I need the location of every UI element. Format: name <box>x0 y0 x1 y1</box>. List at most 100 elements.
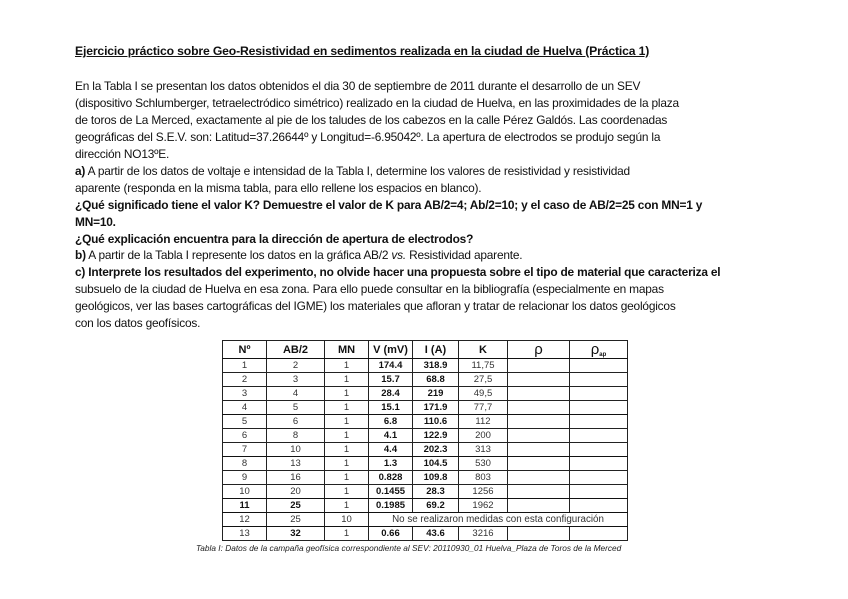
table-cell: 1 <box>324 470 369 485</box>
table-cell <box>569 498 628 513</box>
table-cell <box>569 526 628 541</box>
column-header: I (A) <box>412 340 459 359</box>
column-header-label: ρ <box>534 341 543 358</box>
table-cell: 202.3 <box>412 442 459 457</box>
table-cell: 20 <box>266 484 325 499</box>
column-header-label: V (mV) <box>373 343 408 356</box>
table-cell <box>507 400 570 415</box>
table-cell <box>507 386 570 401</box>
table-cell: 109.8 <box>412 470 459 485</box>
table-cell: 1 <box>324 484 369 499</box>
table-cell: 10 <box>266 442 325 457</box>
table-cell: 2 <box>266 358 325 373</box>
column-header: K <box>458 340 508 359</box>
table-cell: 530 <box>458 456 508 471</box>
table-cell <box>507 498 570 513</box>
table-cell: 1256 <box>458 484 508 499</box>
table-row: 1 2 1 174.4 318.9 11,75 <box>222 358 628 373</box>
column-header-label: MN <box>337 343 356 356</box>
table-cell: 1.3 <box>368 456 413 471</box>
table-cell: 1 <box>222 358 267 373</box>
text-segment: subsuelo de la ciudad de Huelva en esa z… <box>75 282 664 296</box>
table-cell: 10 <box>324 512 369 527</box>
table-cell: 43.6 <box>412 526 459 541</box>
table-cell: 32 <box>266 526 325 541</box>
table-cell <box>569 372 628 387</box>
table-cell: 171.9 <box>412 400 459 415</box>
table-cell: 1 <box>324 372 369 387</box>
table-cell: 13 <box>266 456 325 471</box>
table-cell: 3 <box>222 386 267 401</box>
column-header-label: Nº <box>238 343 251 356</box>
text-line: geológicos, ver las bases cartográficas … <box>75 299 676 313</box>
column-header-label: K <box>479 343 487 356</box>
table-cell: 16 <box>266 470 325 485</box>
text-line: subsuelo de la ciudad de Huelva en esa z… <box>75 282 664 296</box>
table-row: 9 16 1 0.828 109.8 803 <box>222 470 628 485</box>
text-line: (dispositivo Schlumberger, tetraelectród… <box>75 96 679 110</box>
table-cell: 13 <box>222 526 267 541</box>
text-segment: ¿Qué explicación encuentra para la direc… <box>75 232 474 246</box>
table-cell: 68.8 <box>412 372 459 387</box>
text-line: ¿Qué explicación encuentra para la direc… <box>75 232 473 246</box>
table-cell: 12 <box>222 512 267 527</box>
table-cell <box>507 470 570 485</box>
table-cell <box>569 470 628 485</box>
column-header: AB/2 <box>266 340 325 359</box>
text-line: geográficas del S.E.V. son: Latitud=37.2… <box>75 130 660 144</box>
table-cell: 6 <box>266 414 325 429</box>
text-line: a) A partir de los datos de voltaje e in… <box>75 164 630 178</box>
table-cell: 8 <box>222 456 267 471</box>
text-line: c) Interprete los resultados del experim… <box>75 265 721 279</box>
table-cell: 318.9 <box>412 358 459 373</box>
table-cell: 27,5 <box>458 372 508 387</box>
table-row: 13 32 1 0.66 43.6 3216 <box>222 526 628 541</box>
table-cell: 4 <box>222 400 267 415</box>
table-cell: No se realizaron medidas con esta config… <box>368 512 628 527</box>
column-header-label: ρ <box>590 341 600 358</box>
table-cell <box>507 372 570 387</box>
table-cell <box>507 442 570 457</box>
table-cell: 28.4 <box>368 386 413 401</box>
table-row: 4 5 1 15.1 171.9 77,7 <box>222 400 628 415</box>
text-segment: vs. <box>391 248 407 262</box>
table-cell: 1 <box>324 428 369 443</box>
text-segment: En la Tabla I se presentan los datos obt… <box>75 79 641 93</box>
table-cell: 28.3 <box>412 484 459 499</box>
table-cell: 4.4 <box>368 442 413 457</box>
text-segment: de toros de La Merced, exactamente al pi… <box>75 113 668 127</box>
table-cell <box>507 358 570 373</box>
text-segment: MN=10. <box>75 215 116 229</box>
text-segment: aparente (responda en la misma tabla, pa… <box>75 181 482 195</box>
table-cell: 3 <box>266 372 325 387</box>
subscript: ap <box>599 352 607 358</box>
text-segment: con los datos geofísicos. <box>75 316 201 330</box>
table-row: 6 8 1 4.1 122.9 200 <box>222 428 628 443</box>
table-cell <box>507 484 570 499</box>
text-segment: dirección NO13ºE. <box>75 147 170 161</box>
table-row: 7 10 1 4.4 202.3 313 <box>222 442 628 457</box>
text-segment: geográficas del S.E.V. son: Latitud=37.2… <box>75 130 661 144</box>
table-row: 10 20 1 0.1455 28.3 1256 <box>222 484 628 499</box>
table-cell <box>507 414 570 429</box>
table-cell <box>569 484 628 499</box>
table-cell: 11,75 <box>458 358 508 373</box>
table-cell: 112 <box>458 414 508 429</box>
table-cell: 5 <box>266 400 325 415</box>
table-cell: 2 <box>222 372 267 387</box>
table-cell <box>569 456 628 471</box>
table-cell: 219 <box>412 386 459 401</box>
table-row: 5 6 1 6.8 110.6 112 <box>222 414 628 429</box>
table-cell: 1 <box>324 526 369 541</box>
document-title: Ejercicio práctico sobre Geo-Resistivida… <box>75 44 650 58</box>
table-cell: 77,7 <box>458 400 508 415</box>
table-row: 8 13 1 1.3 104.5 530 <box>222 456 628 471</box>
table-cell: 0.66 <box>368 526 413 541</box>
table-row: 3 4 1 28.4 219 49,5 <box>222 386 628 401</box>
text-segment: ¿Qué significado tiene el valor K? Demue… <box>75 198 703 212</box>
text-segment: b) <box>75 248 86 262</box>
table-cell: 10 <box>222 484 267 499</box>
table-cell: 110.6 <box>412 414 459 429</box>
